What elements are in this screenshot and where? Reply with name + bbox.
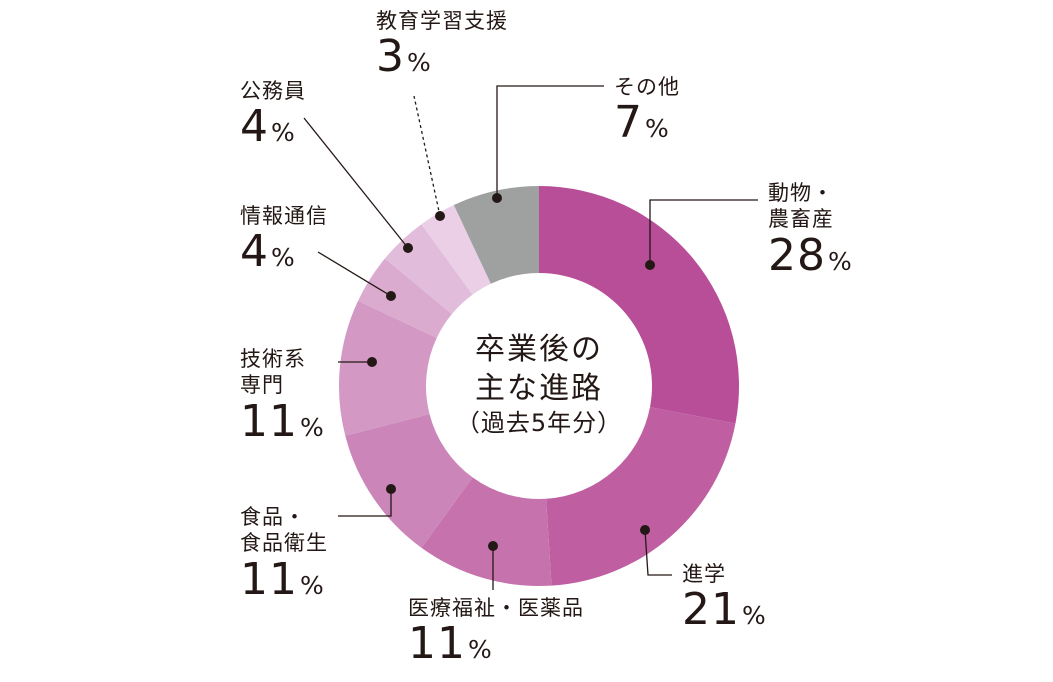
label-education-support: 教育学習支援 3% xyxy=(376,8,508,80)
percent-value: 21 xyxy=(682,584,740,636)
percent-unit: % xyxy=(407,48,432,78)
label-further-education: 進学 21% xyxy=(682,561,767,633)
slice-food-hygiene xyxy=(345,414,473,548)
center-label-line2: 主な進路 xyxy=(475,371,603,406)
leader-line-further-education xyxy=(644,529,672,576)
label-other: その他 7% xyxy=(614,74,680,146)
label-food-hygiene: 食品・ 食品衛生 11% xyxy=(240,504,328,603)
leader-dot-education-support xyxy=(435,211,445,221)
percent-label: 11% xyxy=(408,621,584,667)
category-label: 食品・ xyxy=(240,505,306,529)
percent-value: 3 xyxy=(376,31,405,83)
percent-value: 11 xyxy=(240,553,298,605)
percent-unit: % xyxy=(300,570,325,600)
leader-dot-other xyxy=(492,193,502,203)
category-label: 進学 xyxy=(682,562,726,586)
label-civil-servant: 公務員 4% xyxy=(240,78,306,150)
leader-dot-technical-specialist xyxy=(367,357,377,367)
percent-unit: % xyxy=(742,601,767,631)
percent-label: 21% xyxy=(682,587,767,633)
leader-dot-food-hygiene xyxy=(386,484,396,494)
percent-value: 28 xyxy=(768,229,826,281)
category-label: 情報通信 xyxy=(240,204,328,228)
category-label: 技術系 xyxy=(240,347,306,371)
slice-technical-specialist xyxy=(338,300,437,436)
leader-line-food-hygiene xyxy=(338,489,392,517)
label-animal-agriculture: 動物・ 農畜産 28% xyxy=(768,180,853,279)
percent-label: 4% xyxy=(240,229,328,275)
slice-further-education xyxy=(546,407,736,586)
category-label: その他 xyxy=(614,75,680,99)
leader-line-education-support xyxy=(413,95,441,217)
label-medical-welfare: 医療福祉・医薬品 11% xyxy=(408,595,584,667)
percent-label: 7% xyxy=(614,100,680,146)
category-label: 動物・ xyxy=(768,181,834,205)
percent-value: 11 xyxy=(408,618,466,670)
leader-line-information-communication xyxy=(317,251,392,297)
percent-unit: % xyxy=(271,118,296,148)
slice-other xyxy=(453,186,539,284)
percent-label: 4% xyxy=(240,104,306,150)
percent-value: 4 xyxy=(240,226,269,278)
slice-medical-welfare xyxy=(421,477,552,586)
slice-information-communication xyxy=(358,258,452,338)
center-label: 卒業後の 主な進路 （過去5年分） xyxy=(439,330,639,439)
percent-unit: % xyxy=(645,114,670,144)
leader-dot-information-communication xyxy=(386,291,396,301)
center-label-line3: （過去5年分） xyxy=(455,409,623,437)
label-information-communication: 情報通信 4% xyxy=(240,203,328,275)
percent-label: 11% xyxy=(240,395,325,447)
category-label: 公務員 xyxy=(240,79,306,103)
percent-unit: % xyxy=(468,635,493,665)
category-label: 教育学習支援 xyxy=(376,9,508,33)
percent-unit: % xyxy=(300,412,325,442)
percent-label: 28% xyxy=(768,229,853,281)
percent-label: 11% xyxy=(240,553,328,605)
percent-label: 3% xyxy=(376,34,508,80)
percent-unit: % xyxy=(271,243,296,273)
leader-line-other xyxy=(496,85,604,198)
leader-dot-further-education xyxy=(640,525,650,535)
leader-line-animal-agriculture xyxy=(649,199,758,265)
percent-value: 11 xyxy=(240,395,298,447)
percent-unit: % xyxy=(828,246,853,276)
slice-animal-agriculture xyxy=(539,186,739,424)
category-label: 専門 xyxy=(240,373,284,398)
percent-value: 7 xyxy=(614,97,643,149)
leader-dot-civil-servant xyxy=(403,243,413,253)
label-technical-specialist: 技術系 専門 11% xyxy=(240,346,325,445)
category-label: 食品衛生 xyxy=(240,531,328,556)
leader-dot-medical-welfare xyxy=(488,541,498,551)
leader-dot-animal-agriculture xyxy=(645,260,655,270)
slice-education-support xyxy=(421,205,491,295)
center-label-line1: 卒業後の xyxy=(475,332,603,367)
leader-line-civil-servant xyxy=(303,117,409,249)
category-label: 農畜産 xyxy=(768,207,834,232)
category-label: 医療福祉・医薬品 xyxy=(408,596,584,620)
percent-value: 4 xyxy=(240,101,269,153)
